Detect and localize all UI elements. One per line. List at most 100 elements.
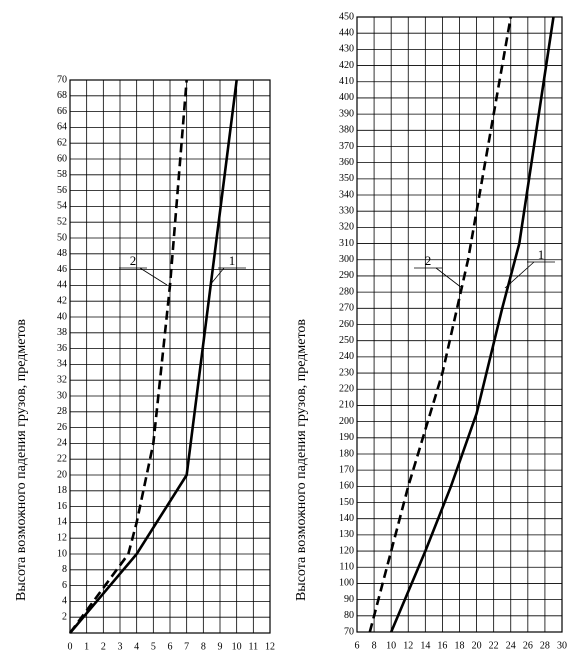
x-tick-label: 5	[151, 641, 156, 652]
y-tick-label: 390	[339, 108, 354, 119]
x-tick-label: 8	[372, 640, 377, 651]
y-tick-label: 440	[339, 27, 354, 38]
y-tick-label: 100	[339, 578, 354, 589]
y-tick-label: 60	[57, 153, 67, 164]
y-tick-label: 28	[57, 406, 67, 417]
x-tick-label: 8	[201, 641, 206, 652]
y-tick-label: 44	[57, 280, 67, 291]
x-tick-label: 22	[489, 640, 499, 651]
y-tick-label: 210	[339, 400, 354, 411]
y-tick-label: 40	[57, 311, 67, 322]
y-tick-label: 6	[62, 580, 67, 591]
series-label: 2	[130, 253, 137, 268]
y-tick-label: 34	[57, 359, 67, 370]
x-tick-label: 6	[168, 641, 173, 652]
annotation-leader	[209, 267, 225, 286]
y-tick-label: 160	[339, 481, 354, 492]
x-tick-label: 11	[249, 641, 259, 652]
y-tick-label: 400	[339, 92, 354, 103]
y-tick-label: 310	[339, 238, 354, 249]
y-tick-label: 80	[344, 610, 354, 621]
y-tick-label: 260	[339, 319, 354, 330]
y-tick-label: 450	[339, 11, 354, 22]
x-tick-label: 10	[386, 640, 396, 651]
y-tick-label: 12	[57, 532, 67, 543]
y-tick-label: 240	[339, 351, 354, 362]
x-tick-label: 1	[84, 641, 89, 652]
series-line	[389, 16, 555, 633]
y-tick-label: 58	[57, 169, 67, 180]
y-tick-label: 250	[339, 335, 354, 346]
y-tick-label: 280	[339, 286, 354, 297]
x-tick-label: 4	[134, 641, 139, 652]
x-tick-label: 28	[540, 640, 550, 651]
y-tick-label: 24	[57, 438, 67, 449]
y-tick-label: 290	[339, 270, 354, 281]
y-tick-label: 130	[339, 529, 354, 540]
y-tick-label: 70	[57, 74, 67, 85]
y-tick-label: 8	[62, 564, 67, 575]
y-tick-label: 4	[62, 596, 67, 607]
x-tick-label: 6	[355, 640, 360, 651]
series-line	[368, 16, 513, 633]
y-tick-label: 190	[339, 432, 354, 443]
x-tick-label: 0	[68, 641, 73, 652]
y-tick-label: 16	[57, 501, 67, 512]
y-tick-label: 300	[339, 254, 354, 265]
series-label: 1	[538, 247, 545, 262]
y-tick-label: 420	[339, 60, 354, 71]
y-tick-label: 56	[57, 185, 67, 196]
x-tick-label: 30	[557, 640, 567, 651]
annotation-leader	[504, 261, 535, 289]
y-tick-label: 26	[57, 422, 67, 433]
y-tick-label: 340	[339, 189, 354, 200]
x-tick-label: 16	[437, 640, 447, 651]
y-tick-label: 350	[339, 173, 354, 184]
x-tick-label: 3	[118, 641, 123, 652]
y-tick-label: 360	[339, 157, 354, 168]
y-tick-label: 48	[57, 248, 67, 259]
y-tick-label: 46	[57, 264, 67, 275]
y-tick-label: 54	[57, 201, 67, 212]
x-tick-label: 12	[265, 641, 275, 652]
y-tick-label: 200	[339, 416, 354, 427]
x-tick-label: 24	[506, 640, 516, 651]
y-tick-label: 52	[57, 216, 67, 227]
y-tick-label: 42	[57, 295, 67, 306]
annotation-leader	[139, 267, 168, 286]
y-tick-label: 90	[344, 594, 354, 605]
x-tick-label: 10	[232, 641, 242, 652]
y-tick-label: 330	[339, 206, 354, 217]
y-tick-label: 180	[339, 448, 354, 459]
x-tick-label: 7	[184, 641, 189, 652]
x-tick-label: 12	[403, 640, 413, 651]
y-tick-label: 20	[57, 469, 67, 480]
y-tick-label: 38	[57, 327, 67, 338]
y-tick-label: 70	[344, 626, 354, 637]
y-tick-label: 22	[57, 453, 67, 464]
series-line	[68, 79, 188, 634]
y-axis-label: Высота возможного падения грузов, предме…	[14, 319, 29, 601]
y-tick-label: 2	[62, 611, 67, 622]
x-tick-label: 9	[218, 641, 223, 652]
annotation-leader	[435, 267, 463, 289]
y-tick-label: 170	[339, 464, 354, 475]
series-label: 1	[229, 253, 236, 268]
y-tick-label: 220	[339, 384, 354, 395]
y-tick-label: 370	[339, 141, 354, 152]
y-tick-label: 230	[339, 367, 354, 378]
x-tick-label: 2	[101, 641, 106, 652]
y-axis-label: Высота возможного падения грузов, предме…	[294, 319, 309, 601]
y-tick-label: 32	[57, 374, 67, 385]
y-tick-label: 430	[339, 44, 354, 55]
y-tick-label: 120	[339, 545, 354, 556]
series-line	[69, 79, 238, 634]
y-tick-label: 18	[57, 485, 67, 496]
y-tick-label: 140	[339, 513, 354, 524]
y-tick-label: 320	[339, 222, 354, 233]
y-tick-label: 380	[339, 125, 354, 136]
x-tick-label: 18	[455, 640, 465, 651]
x-tick-label: 14	[420, 640, 430, 651]
y-tick-label: 66	[57, 106, 67, 117]
